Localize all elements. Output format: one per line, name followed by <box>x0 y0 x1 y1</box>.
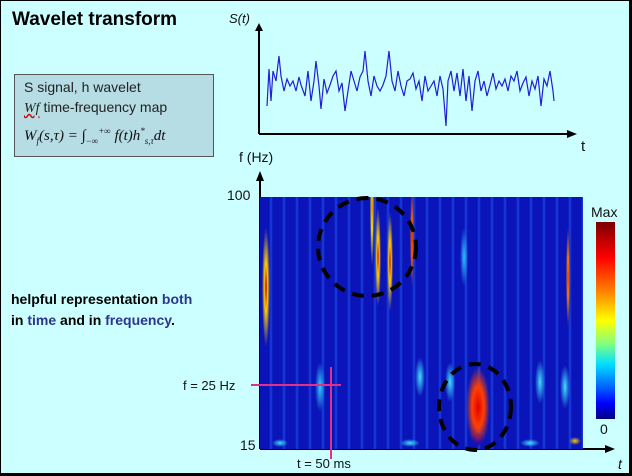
definition-line-1: S signal, h wavelet <box>24 79 141 95</box>
colorbar-max-label: Max <box>591 204 618 220</box>
desc-time: time <box>27 312 57 328</box>
definition-line-2: Wf time-frequency map <box>24 99 167 117</box>
wavelet-formula: Wf(s,τ) = ∫−∞+∞ f(t)h*s,τdt <box>24 126 166 146</box>
desc-part3: and in <box>56 312 106 328</box>
t-marker-label: t = 50 ms <box>297 456 351 471</box>
wf-symbol: Wf <box>24 101 40 116</box>
desc-part2: in <box>11 312 28 328</box>
signal-ylabel: S(t) <box>229 11 250 26</box>
description-text: helpful representation both in time and … <box>11 289 192 331</box>
colorbar-min-label: 0 <box>600 421 608 437</box>
wavelet-heatmap <box>260 197 583 449</box>
dashed-circle-high-freq <box>316 196 418 298</box>
dashed-circle-low-freq <box>437 362 513 452</box>
desc-frequency: frequency <box>105 312 172 328</box>
slide-title: Wavelet transform <box>12 9 178 30</box>
y-tick-15: 15 <box>240 437 256 453</box>
signal-xlabel: t <box>581 138 586 155</box>
desc-part4: . <box>171 312 175 328</box>
desc-both: both <box>161 291 193 307</box>
t-axis-label: t <box>618 456 622 472</box>
y-tick-100: 100 <box>227 187 251 203</box>
colorbar <box>596 222 615 419</box>
f-axis-label: f (Hz) <box>239 149 274 165</box>
definition-line-2-text: time-frequency map <box>39 99 168 115</box>
definition-box: S signal, h wavelet Wf time-frequency ma… <box>14 74 214 157</box>
desc-part1: helpful representation <box>11 291 162 307</box>
f-marker-label: f = 25 Hz <box>183 378 236 393</box>
